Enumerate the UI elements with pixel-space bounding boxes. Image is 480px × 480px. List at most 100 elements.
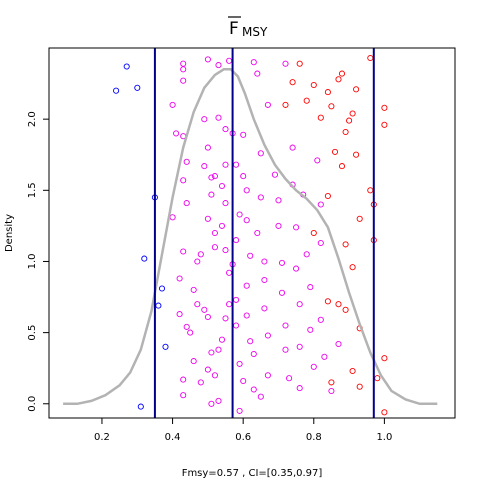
data-point-high <box>310 81 317 89</box>
y-tick-label: 1.0 <box>27 254 38 270</box>
data-point-high <box>338 163 346 170</box>
data-point-mid <box>187 329 194 336</box>
data-point-high <box>342 306 349 313</box>
data-point-mid <box>218 222 226 229</box>
data-point-mid <box>247 338 254 345</box>
data-point-mid <box>293 265 300 272</box>
data-point-mid <box>190 286 197 293</box>
data-point-mid <box>233 237 240 244</box>
data-point-mid <box>257 150 264 157</box>
data-point-mid <box>211 229 218 237</box>
y-tick-label: 0.0 <box>27 396 38 412</box>
title-subscript: MSY <box>242 25 268 39</box>
data-point-mid <box>310 363 317 370</box>
data-point-high <box>374 375 381 382</box>
data-point-mid <box>201 116 208 123</box>
data-point-mid <box>197 251 204 258</box>
data-point-mid <box>247 252 254 259</box>
data-point-mid <box>254 229 261 237</box>
data-point-mid <box>296 301 303 308</box>
data-point-mid <box>222 200 229 207</box>
data-point-mid <box>257 393 264 400</box>
data-point-mid <box>317 201 324 208</box>
data-point-mid <box>226 269 233 276</box>
data-point-mid <box>218 336 226 343</box>
data-point-mid <box>204 144 211 151</box>
data-point-high <box>328 379 335 386</box>
data-point-mid <box>243 187 250 194</box>
data-point-high <box>367 187 374 194</box>
y-tick-label: 1.5 <box>27 182 38 198</box>
data-point-high <box>342 241 349 248</box>
x-tick-label: 1.0 <box>376 432 392 443</box>
data-point-high <box>282 101 289 108</box>
data-point-high <box>381 355 388 362</box>
data-point-mid <box>261 305 268 312</box>
data-point-mid <box>233 296 240 303</box>
data-point-mid <box>236 407 243 414</box>
data-point-mid <box>303 251 310 258</box>
data-point-mid <box>282 322 289 329</box>
plot-area <box>63 48 438 418</box>
data-point-mid <box>215 62 222 69</box>
data-point-mid <box>254 70 261 77</box>
data-point-mid <box>183 323 190 330</box>
data-point-high <box>289 79 296 86</box>
data-point-mid <box>222 126 229 133</box>
data-point-mid <box>289 144 296 151</box>
data-point-mid <box>240 377 247 385</box>
data-point-mid <box>264 332 271 339</box>
data-point-mid <box>328 387 335 395</box>
data-point-mid <box>240 131 247 138</box>
data-point-mid <box>190 358 197 365</box>
data-point-mid <box>180 60 187 67</box>
data-point-mid <box>180 66 187 73</box>
x-tick-label: 0.2 <box>94 432 110 443</box>
data-point-high <box>349 110 356 117</box>
data-point-mid <box>176 275 183 282</box>
data-point-mid <box>321 353 328 360</box>
data-point-mid <box>275 222 282 229</box>
data-point-mid <box>264 101 271 108</box>
data-point-low <box>162 343 169 350</box>
data-point-mid <box>169 101 176 108</box>
data-point-mid <box>215 114 222 121</box>
data-point-low <box>141 255 148 262</box>
data-point-low <box>134 84 141 91</box>
data-point-high <box>349 264 356 271</box>
data-point-mid <box>222 247 229 254</box>
data-point-mid <box>317 239 324 247</box>
data-point-mid <box>240 173 247 180</box>
data-point-mid <box>180 248 187 255</box>
data-point-mid <box>208 400 215 407</box>
data-point-mid <box>261 258 268 265</box>
y-axis-label: Density <box>4 214 15 252</box>
x-tick-label: 0.8 <box>306 432 322 443</box>
data-point-mid <box>208 174 215 181</box>
data-point-mid <box>180 376 187 383</box>
data-point-high <box>349 367 356 375</box>
data-point-high <box>381 121 388 128</box>
data-point-mid <box>271 171 278 178</box>
density-curve <box>63 68 438 406</box>
data-point-mid <box>180 77 187 84</box>
data-point-high <box>346 117 353 124</box>
data-point-high <box>338 70 346 77</box>
data-point-high <box>324 192 331 200</box>
data-point-mid <box>180 177 187 184</box>
data-point-high <box>335 301 342 308</box>
data-point-mid <box>233 322 240 329</box>
data-point-mid <box>335 340 342 348</box>
data-point-mid <box>169 214 176 221</box>
data-point-mid <box>278 289 286 296</box>
data-point-high <box>367 54 374 62</box>
data-point-high <box>356 215 363 222</box>
chart-title: F MSY <box>228 16 268 39</box>
x-tick-label: 0.4 <box>165 432 181 443</box>
data-point-high <box>328 103 335 110</box>
data-point-mid <box>243 282 250 289</box>
data-point-mid <box>215 346 222 353</box>
data-point-mid <box>243 312 250 319</box>
data-point-mid <box>314 157 321 164</box>
